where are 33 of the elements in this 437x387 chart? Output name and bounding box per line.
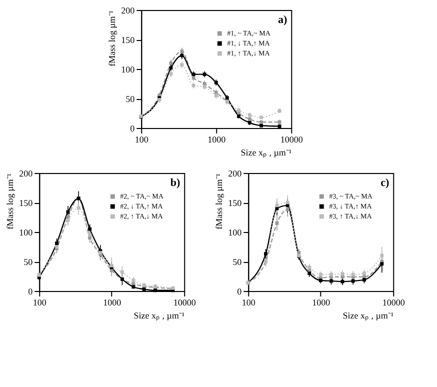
x-tick-label: 1000 — [208, 134, 226, 144]
y-tick-label: 0 — [130, 124, 136, 134]
x-tick-label: 10000 — [173, 298, 196, 308]
y-tick-label: 200 — [121, 6, 136, 16]
x-tick-label: 100 — [32, 298, 47, 308]
y-tick-label: 100 — [19, 228, 34, 238]
y-tick-label: 200 — [19, 168, 34, 178]
y-tick-label: 150 — [121, 35, 136, 45]
annotation: a) — [278, 14, 288, 26]
x-tick-label: 10000 — [382, 298, 406, 308]
y-tick-label: 150 — [228, 198, 242, 208]
x-tick-label: 100 — [134, 134, 149, 144]
y-tick-label: 50 — [24, 257, 34, 267]
y-axis-title: fMass log µm⁻¹ — [5, 173, 16, 230]
y-tick-label: 200 — [228, 168, 242, 178]
annotation: c) — [380, 177, 390, 189]
y-tick-label: 150 — [19, 198, 34, 208]
y-tick-label: 50 — [126, 94, 136, 104]
x-tick-label: 1000 — [312, 298, 331, 308]
x-axis-title: Size xₚ , µm⁻¹ — [240, 148, 292, 158]
y-tick-label: 50 — [232, 257, 242, 267]
x-tick-label: 100 — [242, 298, 256, 308]
x-axis-title: Size xₚ , µm⁻¹ — [134, 310, 185, 322]
annotation: b) — [170, 177, 180, 189]
y-tick-label: 100 — [121, 64, 136, 74]
y-tick-label: 0 — [28, 286, 34, 296]
y-tick-label: 100 — [228, 228, 242, 238]
y-axis-title: fMass log µm⁻¹ — [214, 173, 224, 230]
x-tick-label: 10000 — [280, 134, 304, 144]
y-axis-title: fMass log µm⁻¹ — [107, 10, 118, 66]
x-axis-title: Size xₚ , µm⁻¹ — [342, 310, 394, 322]
y-tick-label: 0 — [237, 286, 242, 296]
x-tick-label: 1000 — [103, 298, 122, 308]
